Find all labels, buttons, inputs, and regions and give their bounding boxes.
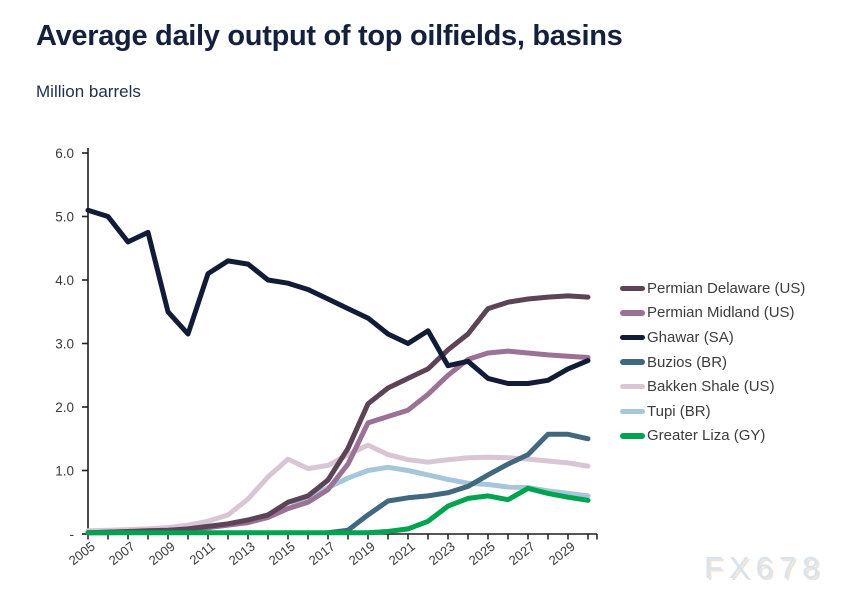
y-axis-ticks: - 1.0 2.0 3.0 4.0 5.0 6.0 (55, 146, 88, 542)
y-tick-label: 5.0 (55, 210, 74, 225)
legend-label: Greater Liza (GY) (647, 427, 766, 445)
series-line-ghawar-sa (85, 207, 591, 386)
legend-label: Buzios (BR) (647, 353, 728, 371)
x-tick-label: 2025 (466, 539, 498, 569)
legend-item: Permian Midland (US) (620, 301, 805, 326)
legend-label: Permian Midland (US) (647, 304, 795, 322)
y-tick-label: 6.0 (55, 146, 74, 161)
legend-label: Tupi (BR) (647, 402, 711, 420)
chart-title: Average daily output of top oilfields, b… (36, 20, 623, 52)
legend-item: Greater Liza (GY) (620, 424, 805, 449)
legend-swatch-icon (620, 433, 645, 439)
legend-label: Permian Delaware (US) (647, 279, 806, 297)
series-line-permian-delaware-us (85, 293, 591, 536)
x-tick-label: 2009 (146, 539, 178, 569)
axes (87, 148, 597, 535)
y-tick-label: - (70, 527, 75, 542)
x-tick-label: 2029 (546, 539, 578, 569)
legend-item: Ghawar (SA) (620, 325, 805, 350)
legend-item: Permian Delaware (US) (620, 276, 805, 301)
legend-swatch-icon (620, 334, 645, 341)
series-line-permian-midland-us (85, 348, 591, 536)
x-tick-label: 2017 (306, 539, 338, 569)
legend-swatch-icon (620, 408, 645, 415)
chart-legend: Permian Delaware (US) Permian Midland (US… (620, 276, 805, 448)
x-tick-label: 2015 (266, 539, 298, 569)
y-tick-label: 4.0 (55, 273, 74, 288)
series-line-tupi-br (145, 464, 591, 536)
legend-item: Tupi (BR) (620, 399, 805, 424)
watermark: FX678 (704, 550, 826, 585)
y-tick-label: 2.0 (55, 400, 74, 415)
x-tick-label: 2019 (346, 539, 378, 569)
y-tick-label: 3.0 (55, 337, 74, 352)
x-tick-label: 2027 (506, 539, 538, 569)
legend-swatch-icon (620, 383, 645, 390)
legend-swatch-icon (620, 285, 645, 292)
y-tick-label: 1.0 (55, 464, 74, 479)
legend-label: Ghawar (SA) (647, 328, 734, 346)
x-tick-label: 2011 (187, 539, 218, 568)
legend-swatch-icon (620, 310, 645, 316)
series-line-greater-liza-gy (85, 485, 591, 536)
x-tick-label: 2023 (426, 539, 458, 569)
series-line-buzios-br (325, 431, 591, 536)
legend-swatch-icon (620, 359, 645, 365)
x-tick-label: 2007 (106, 539, 138, 569)
x-tick-label: 2005 (66, 539, 98, 569)
legend-label: Bakken Shale (US) (647, 378, 775, 396)
legend-item: Buzios (BR) (620, 350, 805, 375)
x-tick-label: 2013 (226, 539, 258, 569)
chart-unit-label: Million barrels (36, 82, 141, 101)
x-tick-label: 2021 (386, 539, 418, 569)
legend-item: Bakken Shale (US) (620, 374, 805, 399)
x-axis-ticks: 2005 2007 2009 2011 2013 2015 2017 2019 2021 2023… (66, 534, 598, 569)
